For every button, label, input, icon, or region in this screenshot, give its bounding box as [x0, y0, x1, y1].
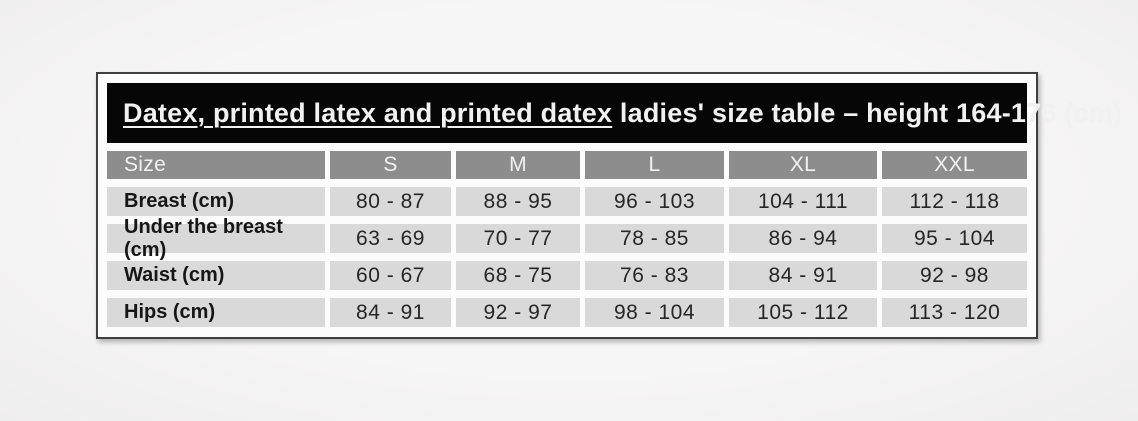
header-cell-l: L [585, 151, 724, 179]
header-cell-xxl: XXL [882, 151, 1027, 179]
value-cell: 63 - 69 [330, 224, 451, 253]
table-row-breast: Breast (cm) 80 - 87 88 - 95 96 - 103 104… [107, 187, 1027, 216]
header-cell-s: S [330, 151, 451, 179]
value-cell: 68 - 75 [456, 261, 580, 290]
value-cell: 104 - 111 [729, 187, 877, 216]
table-header-row: Size S M L XL XXL [107, 151, 1027, 179]
table-title-underlined-part: Datex, printed latex and printed datex [123, 97, 613, 128]
value-cell: 92 - 97 [456, 298, 580, 327]
row-label: Under the breast (cm) [107, 216, 325, 261]
value-cell: 92 - 98 [882, 261, 1027, 290]
table-title-bar: Datex, printed latex and printed datex l… [107, 83, 1122, 143]
table-row-under-breast: Under the breast (cm) 63 - 69 70 - 77 78… [107, 216, 1027, 261]
value-cell: 88 - 95 [456, 187, 580, 216]
table-title-rest: ladies' size table – height 164-176 (cm) [612, 97, 1123, 128]
value-cell: 105 - 112 [729, 298, 877, 327]
value-cell: 70 - 77 [456, 224, 580, 253]
header-cell-xl: XL [729, 151, 877, 179]
row-label: Hips (cm) [107, 298, 325, 327]
header-cell-m: M [456, 151, 580, 179]
table-row-hips: Hips (cm) 84 - 91 92 - 97 98 - 104 105 -… [107, 298, 1027, 327]
value-cell: 84 - 91 [330, 298, 451, 327]
value-cell: 113 - 120 [882, 298, 1027, 327]
value-cell: 78 - 85 [585, 224, 724, 253]
value-cell: 84 - 91 [729, 261, 877, 290]
value-cell: 98 - 104 [585, 298, 724, 327]
value-cell: 60 - 67 [330, 261, 451, 290]
value-cell: 96 - 103 [585, 187, 724, 216]
value-cell: 86 - 94 [729, 224, 877, 253]
value-cell: 95 - 104 [882, 224, 1027, 253]
size-table-panel: Datex, printed latex and printed datex l… [96, 72, 1122, 339]
header-cell-size: Size [107, 151, 325, 179]
row-label: Waist (cm) [107, 261, 325, 290]
row-label: Breast (cm) [107, 187, 325, 216]
value-cell: 80 - 87 [330, 187, 451, 216]
table-row-waist: Waist (cm) 60 - 67 68 - 75 76 - 83 84 - … [107, 261, 1027, 290]
value-cell: 76 - 83 [585, 261, 724, 290]
value-cell: 112 - 118 [882, 187, 1027, 216]
